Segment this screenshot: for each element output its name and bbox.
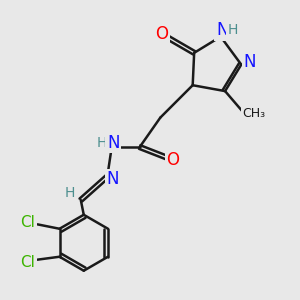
Text: H: H bbox=[228, 23, 238, 37]
Text: H: H bbox=[97, 136, 107, 150]
Text: N: N bbox=[107, 134, 119, 152]
Text: N: N bbox=[244, 53, 256, 71]
Text: N: N bbox=[106, 170, 119, 188]
Text: N: N bbox=[216, 21, 228, 39]
Text: Cl: Cl bbox=[21, 254, 35, 269]
Text: Cl: Cl bbox=[21, 215, 35, 230]
Text: CH₃: CH₃ bbox=[242, 107, 266, 120]
Text: O: O bbox=[155, 25, 168, 43]
Text: H: H bbox=[64, 186, 75, 200]
Text: O: O bbox=[166, 151, 179, 169]
